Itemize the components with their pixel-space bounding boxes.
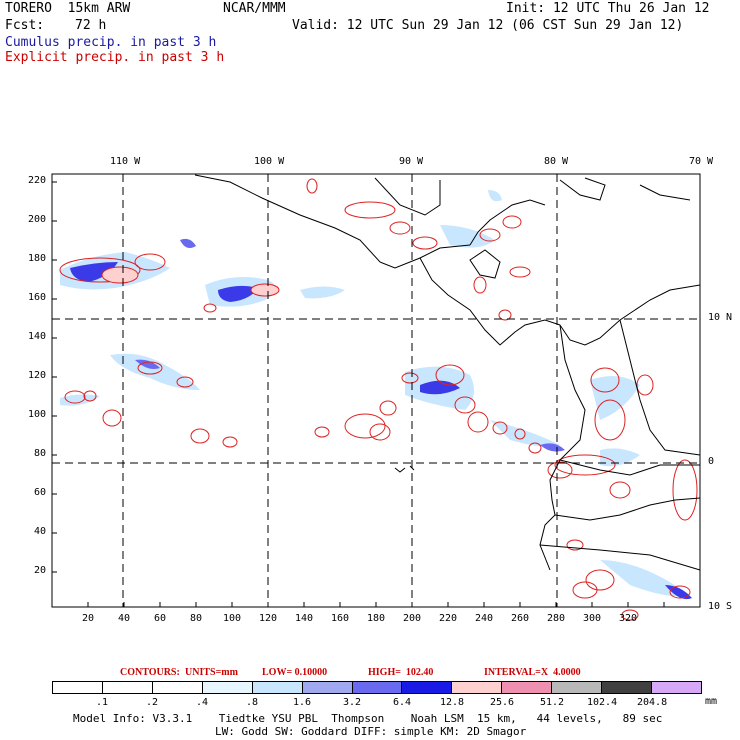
x-tick-280: 280	[547, 613, 566, 624]
colorbar-label: 204.8	[637, 697, 668, 708]
x-tick-240: 240	[475, 613, 494, 624]
contours-low: LOW= 0.10000	[262, 667, 328, 678]
colorbar-swatch	[651, 682, 701, 693]
x-tick-20: 20	[82, 613, 95, 624]
x-tick-140: 140	[295, 613, 314, 624]
colorbar-label: 1.6	[293, 697, 312, 708]
colorbar-label: .4	[196, 697, 209, 708]
contours-units: UNITS=mm	[185, 667, 238, 678]
forecast-label: Fcst:	[5, 18, 45, 33]
colorbar-swatch	[501, 682, 552, 693]
colorbar	[52, 681, 702, 694]
y-tick-140: 140	[28, 331, 47, 342]
colorbar-swatch	[251, 682, 302, 693]
x-tick-40: 40	[118, 613, 131, 624]
colorbar-swatch	[451, 682, 502, 693]
y-tick-40: 40	[34, 526, 47, 537]
y-tick-200: 200	[28, 214, 47, 225]
colorbar-swatch	[351, 682, 402, 693]
colorbar-label: .2	[146, 697, 159, 708]
y-tick-180: 180	[28, 253, 47, 264]
colorbar-swatch	[551, 682, 602, 693]
x-tick-60: 60	[154, 613, 167, 624]
colorbar-label: 51.2	[540, 697, 565, 708]
field-explicit-label: Explicit precip. in past 3 h	[5, 50, 225, 65]
x-tick-300: 300	[583, 613, 602, 624]
y-tick-80: 80	[34, 448, 47, 459]
colorbar-label: .8	[246, 697, 259, 708]
lat-label-10s: 10 S	[708, 601, 733, 612]
organization: NCAR/MMM	[223, 1, 286, 16]
y-tick-60: 60	[34, 487, 47, 498]
init-time: Init: 12 UTC Thu 26 Jan 12	[506, 1, 710, 16]
axis-ticks	[52, 181, 665, 607]
model-physics: LW: Godd SW: Goddard DIFF: simple KM: 2D…	[215, 725, 527, 738]
x-tick-220: 220	[439, 613, 458, 624]
colorbar-swatch	[101, 682, 152, 693]
x-tick-260: 260	[511, 613, 530, 624]
colorbar-label: .1	[96, 697, 109, 708]
y-tick-160: 160	[28, 292, 47, 303]
colorbar-label: 6.4	[393, 697, 412, 708]
lon-label-80w: 80 W	[544, 156, 569, 167]
forecast-hours: 72 h	[75, 18, 107, 33]
contours-label: CONTOURS:	[120, 667, 180, 678]
valid-time: Valid: 12 UTC Sun 29 Jan 12 (06 CST Sun …	[292, 18, 684, 33]
x-tick-80: 80	[190, 613, 203, 624]
colorbar-label: 12.8	[440, 697, 465, 708]
lon-label-90w: 90 W	[399, 156, 424, 167]
colorbar-swatch	[301, 682, 352, 693]
x-tick-160: 160	[331, 613, 350, 624]
contours-interval: INTERVAL=X 4.0000	[484, 667, 581, 678]
y-tick-100: 100	[28, 409, 47, 420]
x-tick-120: 120	[259, 613, 278, 624]
y-tick-220: 220	[28, 175, 47, 186]
model-name: TORERO 15km ARW	[5, 1, 131, 16]
colorbar-labels: .1 .2 .4 .8 1.6 3.2 6.4 12.8 25.6 51.2 102.4 204.8	[52, 697, 702, 709]
colorbar-unit: mm	[705, 696, 718, 707]
x-tick-180: 180	[367, 613, 386, 624]
y-tick-120: 120	[28, 370, 47, 381]
graticule	[52, 174, 700, 607]
model-info: Model Info: V3.3.1 Tiedtke YSU PBL Thomp…	[73, 712, 663, 725]
lon-label-110w: 110 W	[110, 156, 141, 167]
lon-label-70w: 70 W	[689, 156, 714, 167]
contours-high: HIGH= 102.40	[368, 667, 434, 678]
lat-label-10n: 10 N	[708, 312, 733, 323]
x-tick-200: 200	[403, 613, 422, 624]
cumulus-shading	[60, 190, 692, 600]
colorbar-swatch	[53, 682, 102, 693]
colorbar-swatch	[601, 682, 652, 693]
x-tick-100: 100	[223, 613, 242, 624]
colorbar-label: 102.4	[587, 697, 618, 708]
coastlines	[194, 174, 701, 571]
x-tick-320: 320	[619, 613, 638, 624]
y-tick-20: 20	[34, 565, 47, 576]
colorbar-swatch	[401, 682, 452, 693]
field-cumulus-label: Cumulus precip. in past 3 h	[5, 35, 217, 50]
lat-label-0: 0	[708, 456, 715, 467]
colorbar-label: 25.6	[490, 697, 515, 708]
colorbar-label: 3.2	[343, 697, 362, 708]
colorbar-swatch	[201, 682, 252, 693]
colorbar-swatch	[151, 682, 202, 693]
explicit-contours	[59, 178, 698, 621]
lon-label-100w: 100 W	[254, 156, 285, 167]
